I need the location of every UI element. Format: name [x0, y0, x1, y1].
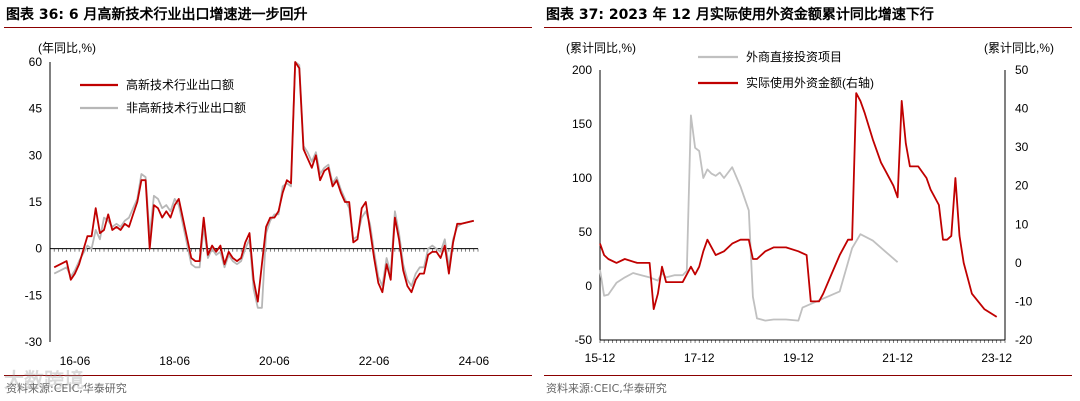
chart-panel-high-tech-exports: 图表 36: 6 月高新技术行业出口增速进一步回升 (年同比,%) -30 -15 0…	[4, 7, 532, 395]
y-tick-label-left: 50	[579, 225, 593, 239]
legend-label: 实际使用外资金额(右轴)	[746, 75, 874, 90]
legend-label: 外商直接投资项目	[746, 49, 842, 64]
legend-label: 高新技术行业出口额	[126, 77, 234, 92]
y-tick-label-left: 100	[572, 171, 592, 185]
y-tick-label-right: 20	[1015, 179, 1029, 193]
x-tick-label: 23-12	[981, 351, 1012, 365]
y-tick-label: 60	[29, 55, 43, 69]
source-note: 资料来源:CEIC,华泰研究	[6, 382, 127, 395]
y-tick-label-right: 0	[1015, 256, 1022, 270]
y-tick-label-right: -10	[1015, 294, 1033, 308]
x-tick-label: 18-06	[159, 354, 190, 368]
series-line-high-tech	[53, 61, 475, 303]
x-tick-label: 22-06	[359, 354, 390, 368]
chart-title: 图表 37: 2023 年 12 月实际使用外资金额累计同比增速下行	[546, 7, 934, 23]
watermark-logo: 大数跨境	[4, 368, 84, 392]
y-tick-label-right: 30	[1015, 140, 1029, 154]
x-tick-label: 17-12	[684, 351, 715, 365]
footer-divider	[4, 375, 532, 376]
x-tick-label: 19-12	[783, 351, 814, 365]
y-tick-label-left: 0	[585, 279, 592, 293]
y-tick-label: 0	[35, 242, 42, 256]
y-axis-label-right: (累计同比,%)	[984, 41, 1054, 55]
title-divider	[544, 27, 1072, 28]
y-tick-label-right: 40	[1015, 102, 1029, 116]
x-tick-label: 20-06	[259, 354, 290, 368]
y-tick-label: -30	[25, 335, 43, 349]
x-tick-label: 21-12	[882, 351, 913, 365]
y-tick-label: 15	[29, 195, 43, 209]
y-tick-label-left: -50	[575, 333, 593, 347]
x-tick-label: 15-12	[585, 351, 616, 365]
y-tick-label-right: -20	[1015, 333, 1033, 347]
x-tick-label: 24-06	[458, 354, 489, 368]
footer-divider	[544, 375, 1072, 376]
series-line-non-high-tech	[53, 61, 475, 309]
legend-label: 非高新技术行业出口额	[126, 100, 246, 115]
y-axis-label-left: (累计同比,%)	[566, 41, 636, 55]
title-divider	[4, 27, 532, 28]
source-note: 资料来源:CEIC,华泰研究	[546, 382, 667, 395]
y-tick-label-right: 10	[1015, 217, 1029, 231]
y-tick-label: 45	[29, 102, 43, 116]
y-tick-label-right: 50	[1015, 63, 1029, 77]
y-axis-label: (年同比,%)	[38, 41, 96, 55]
chart-title: 图表 36: 6 月高新技术行业出口增速进一步回升	[6, 7, 308, 23]
y-tick-label: -15	[25, 288, 43, 302]
line-chart-right: (累计同比,%) (累计同比,%) -50 0 50 100 150 200 -20 -10 0 10…	[566, 41, 1054, 365]
chart-panel-fdi: 图表 37: 2023 年 12 月实际使用外资金额累计同比增速下行 (累计同比…	[540, 0, 1080, 401]
y-tick-label-left: 200	[572, 63, 592, 77]
y-tick-label: 30	[29, 148, 43, 162]
x-tick-label: 16-06	[60, 354, 91, 368]
line-chart-left: (年同比,%) -30 -15 0 15 30 45 60 16-06 18-06 20-06 22-…	[25, 41, 490, 368]
y-tick-label-left: 150	[572, 117, 592, 131]
series-line-fdi-amount	[599, 92, 998, 318]
